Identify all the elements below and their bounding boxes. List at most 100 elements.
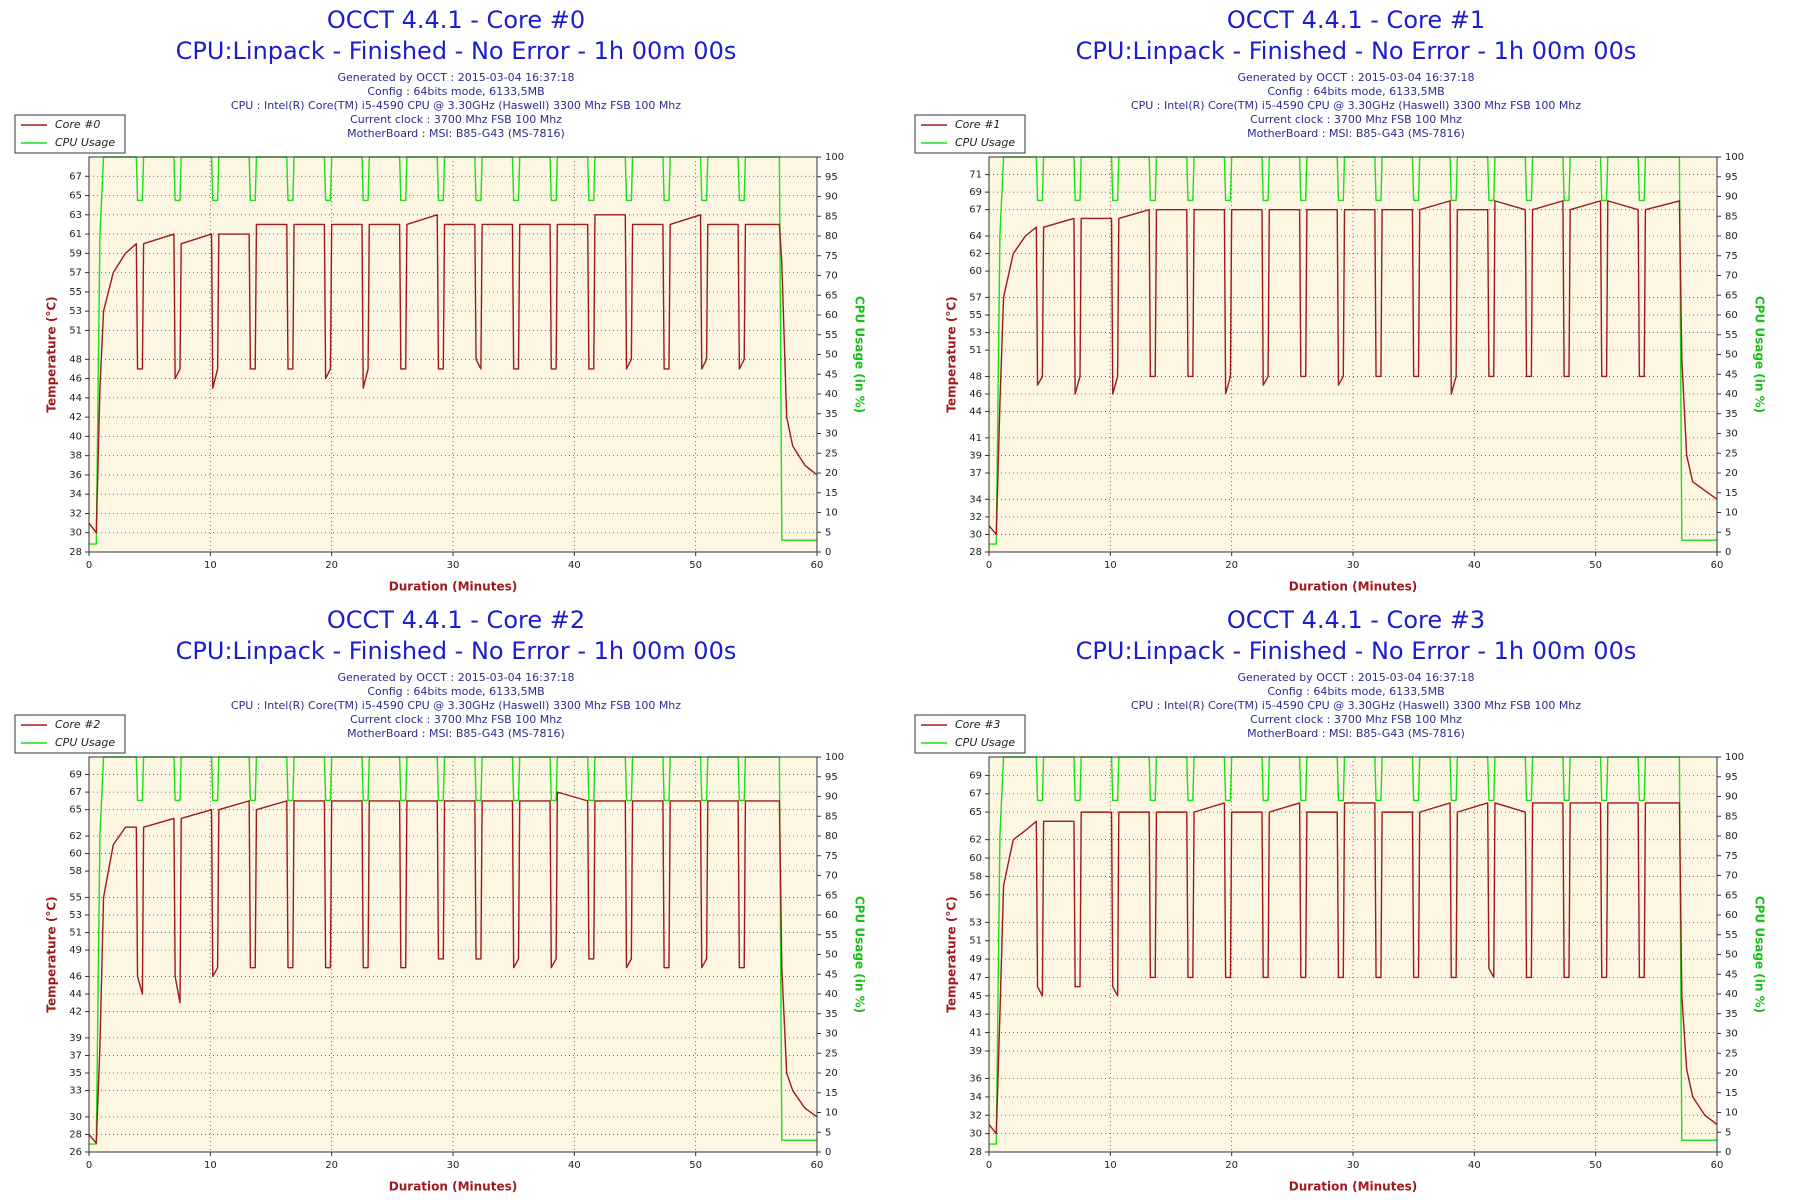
y-tick-label: 30 <box>69 1112 82 1123</box>
y2-tick-label: 55 <box>825 930 838 941</box>
y2-tick-label: 25 <box>825 1048 838 1059</box>
plot-border <box>988 756 1718 1153</box>
y2-tick-label: 35 <box>1725 409 1738 420</box>
legend-label: CPU Usage <box>955 736 1015 749</box>
y-tick-label: 51 <box>69 325 82 336</box>
y2-tick-label: 60 <box>825 910 838 921</box>
y2-tick-label: 65 <box>825 290 838 301</box>
legend-box <box>14 714 126 754</box>
info-line: MotherBoard : MSI: B85-G43 (MS-7816) <box>347 727 565 740</box>
y2-tick-label: 100 <box>825 752 844 763</box>
info-line: Current clock : 3700 Mhz FSB 100 Mhz <box>1250 713 1462 726</box>
info-line: Generated by OCCT : 2015-03-04 16:37:18 <box>337 671 574 684</box>
y-tick-label: 57 <box>69 268 82 279</box>
legend-label: Core #1 <box>955 118 1000 131</box>
y-tick-label: 67 <box>69 787 82 798</box>
x-tick-label: 20 <box>1225 1160 1238 1171</box>
y-tick-label: 37 <box>969 468 982 479</box>
info-line: Config : 64bits mode, 6133,5MB <box>1267 85 1444 98</box>
chart-title: OCCT 4.4.1 - Core #1 <box>1227 6 1485 34</box>
y2-tick-label: 30 <box>1725 429 1738 440</box>
x-tick-label: 10 <box>204 1160 217 1171</box>
y-tick-label: 60 <box>69 849 82 860</box>
x-tick-label: 50 <box>1589 1160 1602 1171</box>
y2-tick-label: 70 <box>1725 271 1738 282</box>
y2-tick-label: 85 <box>825 211 838 222</box>
y2-tick-label: 75 <box>1725 851 1738 862</box>
y2-tick-label: 20 <box>1725 1068 1738 1079</box>
y2-tick-label: 70 <box>1725 871 1738 882</box>
y-tick-label: 62 <box>969 835 982 846</box>
y2-tick-label: 15 <box>825 1088 838 1099</box>
chart-subtitle: CPU:Linpack - Finished - No Error - 1h 0… <box>176 37 737 65</box>
y-tick-label: 65 <box>69 805 82 816</box>
y-tick-label: 59 <box>69 248 82 259</box>
y2-tick-label: 20 <box>825 468 838 479</box>
y2-tick-label: 40 <box>1725 389 1738 400</box>
y-tick-label: 44 <box>69 989 82 1000</box>
y-tick-label: 47 <box>969 972 982 983</box>
x-axis-label: Duration (Minutes) <box>1289 1180 1417 1194</box>
chart-panel: OCCT 4.4.1 - Core #2 CPU:Linpack - Finish… <box>14 606 867 1194</box>
y-tick-label: 37 <box>69 1050 82 1061</box>
y2-axis-label: CPU Usage (in %) <box>1753 296 1767 413</box>
plot-border <box>88 756 818 1153</box>
chart-title: OCCT 4.4.1 - Core #3 <box>1227 606 1485 634</box>
plot-border <box>988 156 1718 553</box>
y-tick-label: 34 <box>969 1092 982 1103</box>
y2-axis-label: CPU Usage (in %) <box>1753 896 1767 1013</box>
y2-tick-label: 85 <box>1725 211 1738 222</box>
series-line <box>88 214 818 534</box>
y-tick-label: 53 <box>969 328 982 339</box>
y2-tick-label: 60 <box>1725 310 1738 321</box>
y-tick-label: 30 <box>969 529 982 540</box>
y-tick-label: 28 <box>69 1129 82 1140</box>
info-line: CPU : Intel(R) Core(TM) i5-4590 CPU @ 3.… <box>231 99 681 112</box>
info-line: Current clock : 3700 Mhz FSB 100 Mhz <box>350 113 562 126</box>
y-tick-label: 55 <box>969 310 982 321</box>
y-tick-label: 39 <box>69 1033 82 1044</box>
y-tick-label: 48 <box>69 354 82 365</box>
y2-tick-label: 20 <box>825 1068 838 1079</box>
y-tick-label: 44 <box>69 393 82 404</box>
y2-tick-label: 85 <box>1725 811 1738 822</box>
legend-label: Core #2 <box>55 718 100 731</box>
info-line: CPU : Intel(R) Core(TM) i5-4590 CPU @ 3.… <box>1131 699 1581 712</box>
y2-tick-label: 15 <box>825 488 838 499</box>
y2-tick-label: 15 <box>1725 488 1738 499</box>
info-line: Generated by OCCT : 2015-03-04 16:37:18 <box>1237 71 1474 84</box>
plot-area <box>89 757 817 1152</box>
series-line <box>988 200 1718 536</box>
y2-axis-label: CPU Usage (in %) <box>853 296 867 413</box>
y2-tick-label: 100 <box>825 152 844 163</box>
y2-tick-label: 0 <box>825 1147 831 1158</box>
y2-tick-label: 65 <box>1725 890 1738 901</box>
x-tick-label: 0 <box>86 560 92 571</box>
y-tick-label: 38 <box>69 451 82 462</box>
info-line: CPU : Intel(R) Core(TM) i5-4590 CPU @ 3.… <box>1131 99 1581 112</box>
y-tick-label: 42 <box>69 1007 82 1018</box>
x-tick-label: 20 <box>325 560 338 571</box>
y-tick-label: 71 <box>969 170 982 181</box>
info-line: MotherBoard : MSI: B85-G43 (MS-7816) <box>1247 127 1465 140</box>
y-tick-label: 39 <box>969 450 982 461</box>
info-line: CPU : Intel(R) Core(TM) i5-4590 CPU @ 3.… <box>231 699 681 712</box>
x-tick-label: 60 <box>811 1160 824 1171</box>
y-tick-label: 35 <box>69 1068 82 1079</box>
y2-tick-label: 100 <box>1725 152 1744 163</box>
y-tick-label: 28 <box>969 547 982 558</box>
y2-tick-label: 0 <box>1725 1147 1731 1158</box>
x-tick-label: 60 <box>811 560 824 571</box>
x-tick-label: 40 <box>568 560 581 571</box>
chart-panel: OCCT 4.4.1 - Core #1 CPU:Linpack - Finish… <box>914 6 1767 594</box>
y-tick-label: 56 <box>969 890 982 901</box>
x-tick-label: 0 <box>86 1160 92 1171</box>
y2-tick-label: 85 <box>825 811 838 822</box>
y2-tick-label: 50 <box>825 350 838 361</box>
chart-subtitle: CPU:Linpack - Finished - No Error - 1h 0… <box>176 637 737 665</box>
y2-tick-label: 80 <box>825 831 838 842</box>
info-line: Current clock : 3700 Mhz FSB 100 Mhz <box>1250 113 1462 126</box>
y-tick-label: 46 <box>969 389 982 400</box>
chart-subtitle: CPU:Linpack - Finished - No Error - 1h 0… <box>1076 637 1637 665</box>
y-tick-label: 26 <box>69 1147 82 1158</box>
